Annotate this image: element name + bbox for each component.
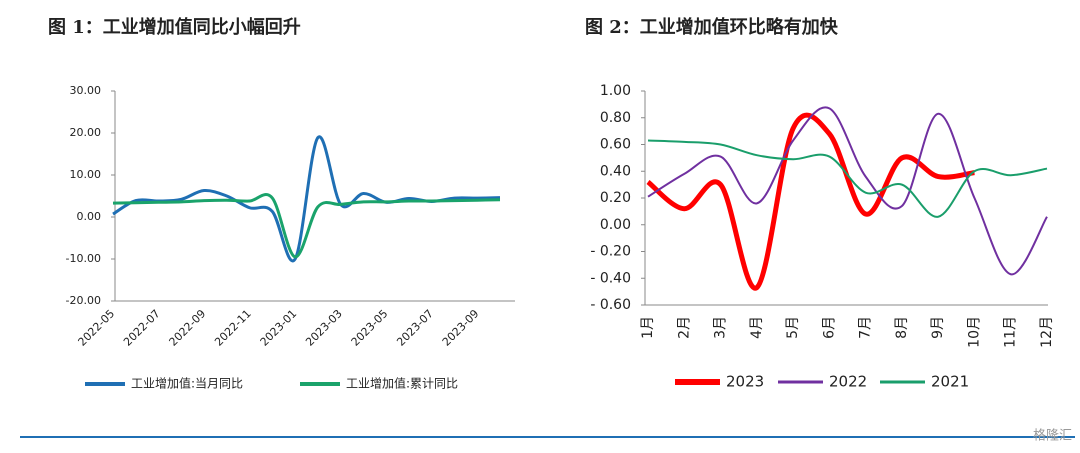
x-tick-label: 2023-05 [349,307,391,349]
x-tick-label: 6月 [821,316,837,339]
x-tick-label: 7月 [858,316,874,339]
legend-label: 工业增加值:累计同比 [346,376,458,391]
x-tick-label: 11月 [1003,316,1019,348]
x-tick-label: 2022-09 [167,307,209,349]
x-tick-label: 2023-03 [303,307,345,349]
y-tick-label: 30.00 [70,84,102,97]
y-tick-label: - 0.40 [590,270,631,286]
x-tick-label: 5月 [785,316,801,339]
legend-label: 工业增加值:当月同比 [131,376,243,391]
x-tick-label: 9月 [930,316,946,339]
y-tick-label: 0.60 [600,137,631,153]
x-tick-label: 3月 [713,316,729,339]
x-tick-label: 2023-01 [258,307,300,349]
x-tick-label: 2022-07 [121,307,163,349]
y-tick-label: 0.00 [77,210,102,223]
legend-label: 2023 [726,373,764,391]
series-line [112,135,501,263]
x-tick-label: 2022-11 [212,307,254,349]
x-tick-label: 4月 [749,316,765,339]
y-tick-label: -10.00 [66,252,101,265]
x-tick-label: 1月 [640,316,656,339]
series-line [646,112,975,291]
x-tick-label: 2023-09 [440,307,482,349]
y-tick-label: 1.00 [600,83,631,99]
x-tick-label: 12月 [1039,316,1055,348]
legend-label: 2021 [931,373,969,391]
y-tick-label: - 0.60 [590,297,631,313]
series-line [112,193,501,259]
y-tick-label: 0.00 [600,217,631,233]
legend-label: 2022 [829,373,867,391]
x-tick-label: 2月 [676,316,692,339]
x-tick-label: 10月 [966,316,982,348]
y-tick-label: 20.00 [70,126,102,139]
series-line [647,106,1048,276]
y-tick-label: 10.00 [70,168,102,181]
x-tick-label: 2022-05 [76,307,118,349]
y-tick-label: 0.20 [600,190,631,206]
y-tick-label: - 0.20 [590,244,631,260]
chart-title: 图 1：工业增加值同比小幅回升 [48,16,301,38]
series-line [647,139,1048,218]
watermark: 格隆汇 [1033,428,1072,444]
chart-title: 图 2：工业增加值环比略有加快 [585,16,839,38]
x-tick-label: 8月 [894,316,910,339]
y-tick-label: 0.80 [600,110,631,126]
y-tick-label: 0.40 [600,163,631,179]
x-tick-label: 2023-07 [394,307,436,349]
y-tick-label: -20.00 [66,294,101,307]
